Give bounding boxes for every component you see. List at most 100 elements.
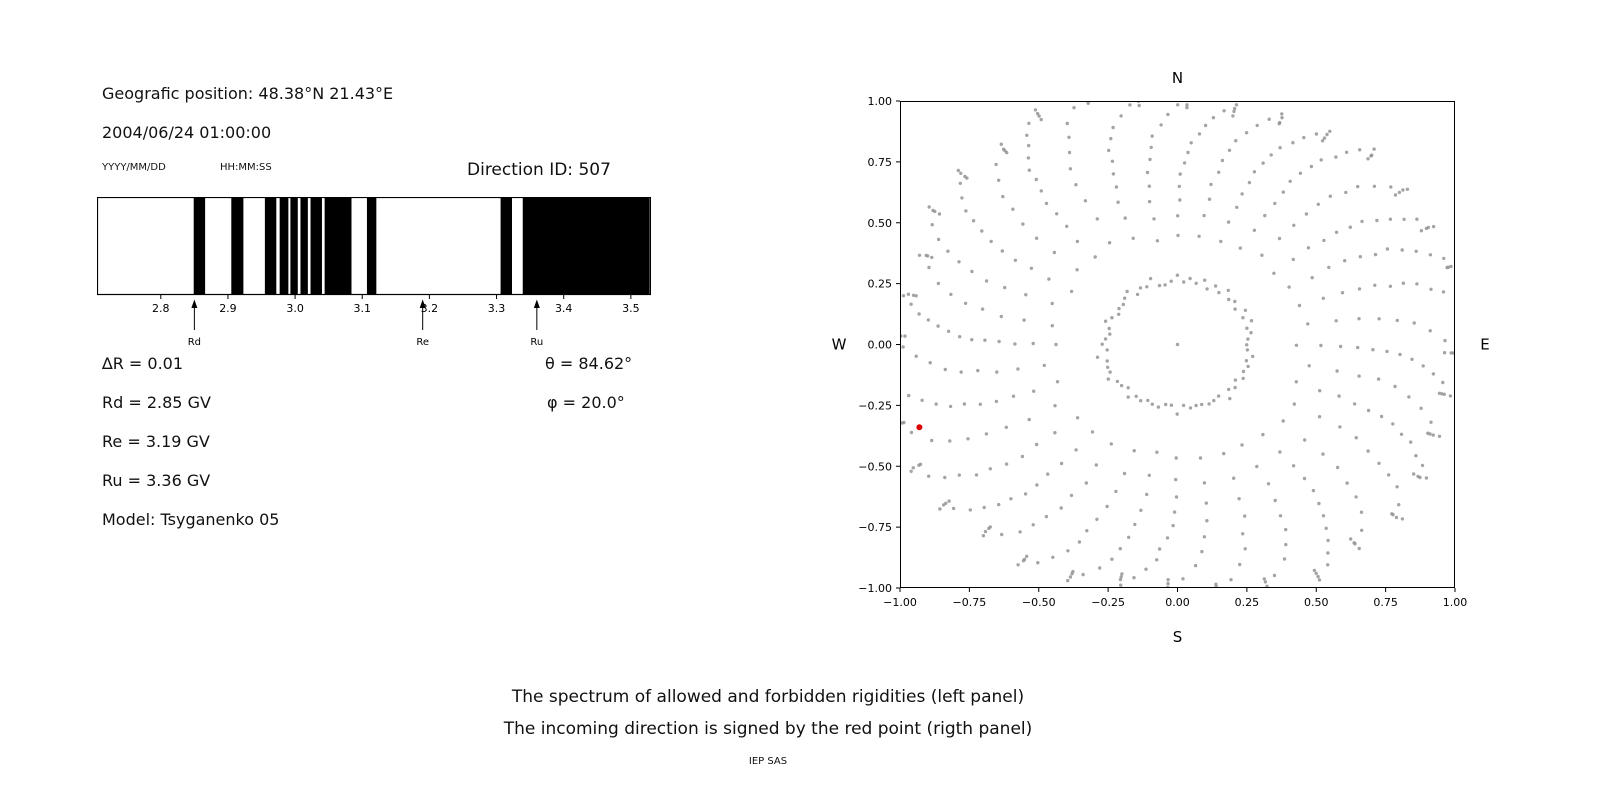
direction-dot xyxy=(1185,103,1189,107)
direction-dot xyxy=(1209,182,1213,187)
direction-dot xyxy=(1171,523,1175,528)
direction-dot xyxy=(1169,403,1174,407)
direction-dot xyxy=(1071,569,1075,574)
direction-dot xyxy=(909,469,913,473)
direction-dot xyxy=(1249,331,1253,335)
direction-dot xyxy=(1325,132,1329,137)
direction-dot xyxy=(1354,495,1358,499)
direction-dot xyxy=(976,368,980,373)
direction-dot xyxy=(1050,301,1054,306)
direction-dot xyxy=(1174,456,1178,460)
direction-dot xyxy=(1172,510,1177,514)
direction-dot xyxy=(1334,230,1339,234)
x-tick-label: 3.2 xyxy=(421,302,439,315)
direction-dot xyxy=(1100,342,1104,346)
direction-dot xyxy=(1163,283,1167,287)
direction-dot xyxy=(1016,367,1020,371)
direction-dot xyxy=(1202,535,1207,539)
forbidden-band xyxy=(231,198,244,294)
forbidden-band xyxy=(264,198,277,294)
direction-dot xyxy=(957,260,961,264)
direction-dot xyxy=(1149,145,1153,150)
direction-dot xyxy=(1011,207,1015,211)
direction-dot xyxy=(930,223,934,227)
direction-dot xyxy=(1145,170,1150,175)
direction-dot xyxy=(947,499,951,503)
direction-dot xyxy=(1243,308,1248,312)
direction-dot xyxy=(1176,214,1180,218)
direction-dot xyxy=(1395,485,1399,489)
compass-west-label: W xyxy=(832,336,847,354)
direction-dot xyxy=(1389,185,1393,189)
x-tick-label: 1.00 xyxy=(1443,596,1468,609)
direction-dot xyxy=(1109,442,1113,446)
direction-dot xyxy=(1109,136,1113,141)
direction-dot xyxy=(1317,501,1321,506)
direction-dot xyxy=(1217,170,1221,174)
direction-dot xyxy=(1213,593,1216,596)
y-tick-label: 0.50 xyxy=(868,217,893,230)
direction-dot xyxy=(1147,184,1151,188)
direction-dot xyxy=(1291,141,1295,145)
direction-dot xyxy=(1294,380,1298,384)
direction-dot xyxy=(1238,246,1242,250)
direction-dot xyxy=(1095,517,1099,521)
direction-dot xyxy=(1292,223,1296,227)
forbidden-band xyxy=(366,198,377,294)
direction-dot xyxy=(1261,432,1265,437)
direction-dot xyxy=(1415,282,1419,286)
direction-dot xyxy=(1240,443,1244,447)
direction-dot xyxy=(949,292,953,297)
direction-dot xyxy=(1119,114,1123,118)
direction-dot xyxy=(1272,573,1277,578)
direction-dot xyxy=(1118,547,1122,551)
direction-dot xyxy=(1198,456,1203,460)
direction-dot xyxy=(1203,278,1207,282)
theta-value: θ = 84.62° xyxy=(545,354,633,373)
direction-dot xyxy=(1032,389,1036,393)
direction-dot xyxy=(1018,530,1022,534)
direction-dot xyxy=(1357,287,1362,291)
direction-dot xyxy=(1354,436,1358,440)
direction-dot xyxy=(1245,343,1249,347)
direction-dot xyxy=(1067,150,1072,155)
direction-dot xyxy=(1123,216,1127,220)
direction-dot xyxy=(1093,255,1097,259)
y-tick-label: −0.75 xyxy=(858,521,892,534)
direction-dot xyxy=(1245,348,1250,352)
direction-dot xyxy=(1200,549,1204,554)
direction-dot xyxy=(1359,510,1364,514)
direction-dot xyxy=(1004,425,1008,429)
direction-dot xyxy=(1027,417,1031,422)
direction-dot xyxy=(1174,477,1178,482)
direction-dot xyxy=(959,370,963,374)
direction-dot xyxy=(1115,379,1120,384)
direction-dot xyxy=(1233,307,1237,311)
direction-dot xyxy=(1314,571,1318,576)
direction-dot xyxy=(1067,135,1071,139)
direction-dot xyxy=(1059,506,1063,510)
direction-dot xyxy=(1284,542,1288,547)
date-format-label: YYYY/MM/DD xyxy=(102,162,166,173)
direction-dot xyxy=(1229,578,1233,582)
delta-r-value: ∆R = 0.01 xyxy=(102,354,184,373)
direction-dot xyxy=(1127,535,1131,539)
direction-dot xyxy=(957,473,961,477)
direction-dot xyxy=(1042,363,1046,368)
direction-dot xyxy=(1011,394,1016,398)
compass-north-label: N xyxy=(1172,69,1183,87)
direction-dot xyxy=(988,525,992,529)
direction-dot xyxy=(1175,273,1180,277)
direction-dot xyxy=(917,312,921,316)
direction-dot xyxy=(1455,261,1458,264)
scatter-dots-group xyxy=(890,101,1458,596)
direction-dot xyxy=(1371,348,1375,352)
direction-dot xyxy=(982,505,986,510)
direction-dot xyxy=(1431,372,1436,376)
direction-dot xyxy=(1416,474,1420,479)
direction-dot xyxy=(1024,293,1028,297)
direction-dot xyxy=(1232,476,1236,480)
direction-dot xyxy=(1400,248,1404,252)
direction-dot xyxy=(890,333,893,336)
x-tick-label: −1.00 xyxy=(883,596,917,609)
